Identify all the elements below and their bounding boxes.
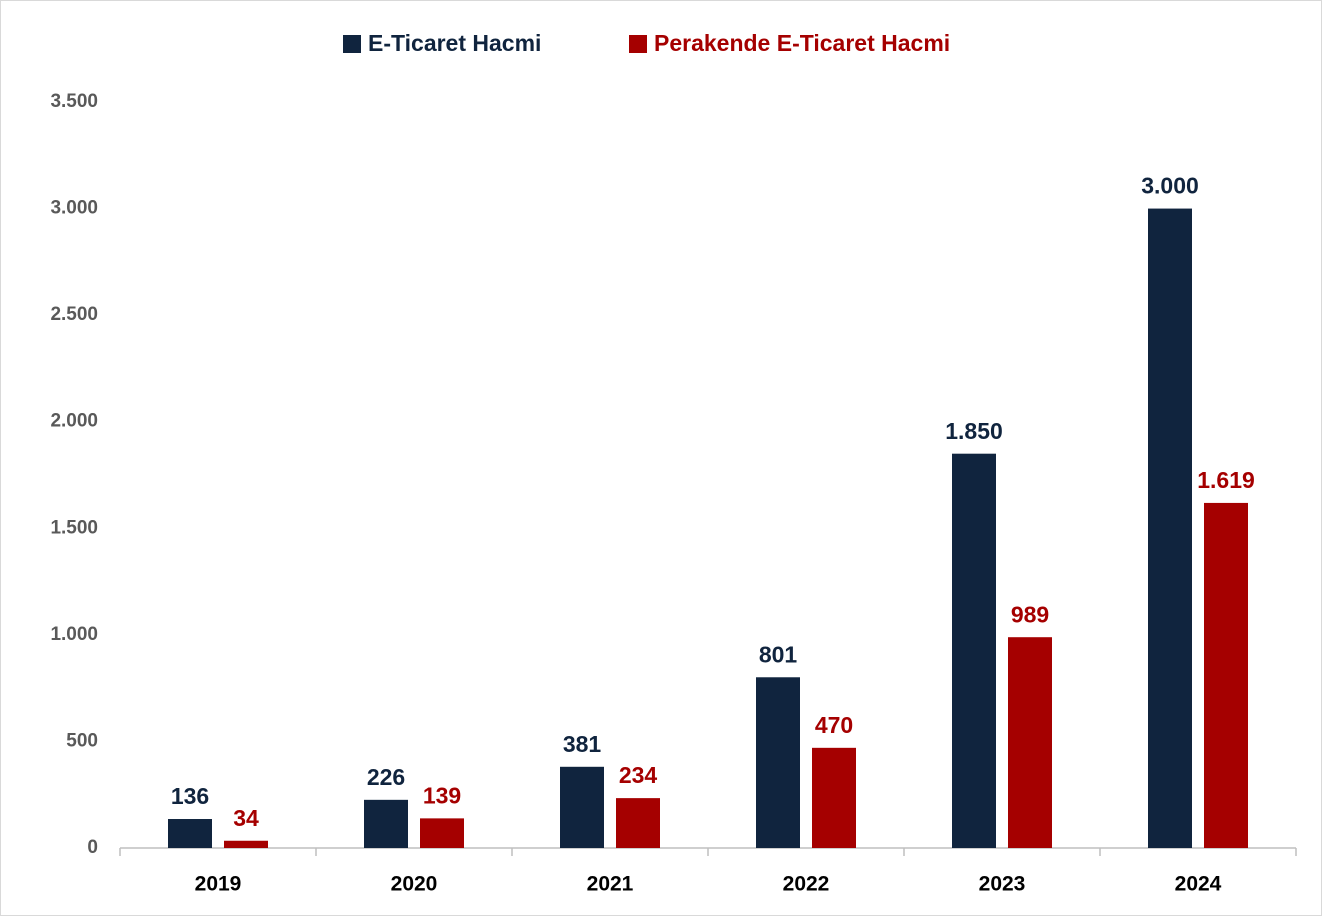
value-label: 1.619	[1197, 467, 1255, 493]
y-tick-label: 0	[87, 837, 98, 858]
value-label: 234	[619, 762, 658, 788]
x-tick-label: 2023	[979, 873, 1026, 896]
bar	[168, 819, 212, 848]
x-tick-label: 2024	[1175, 873, 1222, 896]
value-label: 226	[367, 764, 405, 790]
bar	[364, 799, 408, 848]
legend-swatch	[629, 35, 647, 53]
bar	[756, 677, 800, 848]
bar	[1148, 208, 1192, 849]
y-tick-label: 2.500	[50, 304, 98, 325]
x-tick-label: 2021	[587, 873, 634, 896]
y-tick-label: 1.000	[50, 624, 98, 645]
value-label: 989	[1011, 601, 1049, 627]
y-tick-label: 3.000	[50, 198, 98, 219]
y-tick-label: 2.000	[50, 411, 98, 432]
bar	[616, 798, 660, 848]
bar	[952, 453, 996, 848]
value-label: 1.850	[945, 418, 1003, 444]
value-label: 136	[171, 783, 209, 809]
bar	[560, 766, 604, 848]
legend-swatch	[343, 35, 361, 53]
legend-label: Perakende E-Ticaret Hacmi	[654, 30, 950, 56]
x-tick-label: 2020	[391, 873, 438, 896]
value-label: 139	[423, 782, 461, 808]
x-tick-label: 2022	[783, 873, 830, 896]
value-label: 801	[759, 641, 798, 667]
y-tick-label: 3.500	[50, 91, 98, 112]
bar	[1008, 637, 1052, 848]
y-tick-label: 500	[66, 730, 98, 751]
value-label: 381	[563, 731, 602, 757]
bar	[224, 840, 268, 848]
bar	[812, 747, 856, 848]
value-label: 3.000	[1141, 173, 1199, 199]
bar	[420, 818, 464, 848]
bar	[1204, 502, 1248, 848]
value-label: 34	[233, 805, 259, 831]
value-label: 470	[815, 712, 853, 738]
legend-label: E-Ticaret Hacmi	[368, 30, 541, 56]
y-tick-label: 1.500	[50, 517, 98, 538]
x-tick-label: 2019	[195, 873, 242, 896]
